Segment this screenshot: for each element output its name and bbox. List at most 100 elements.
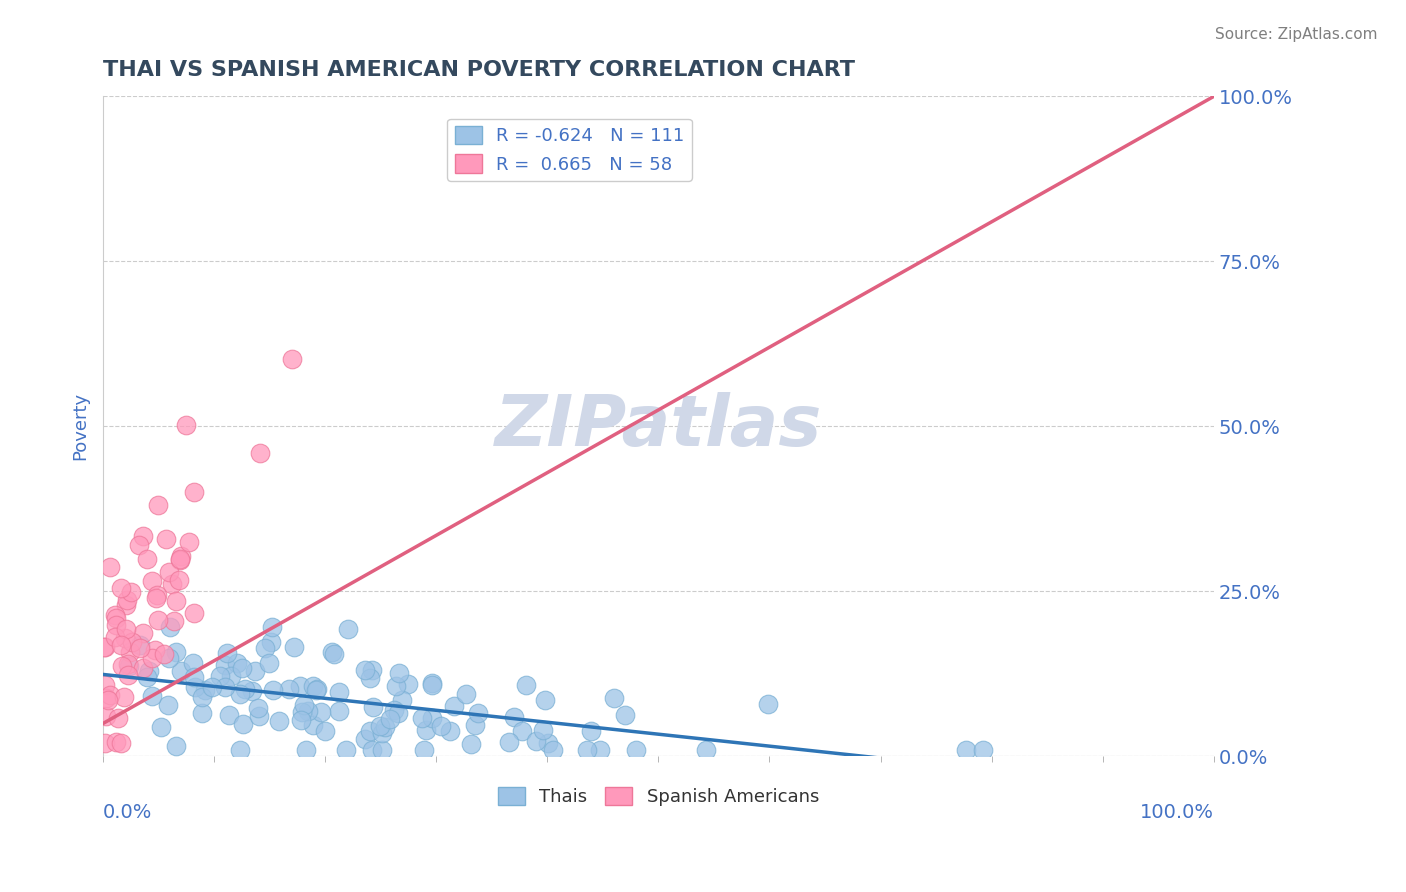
Point — [422, 710, 444, 724]
Point — [537, 736, 560, 750]
Point — [148, 613, 170, 627]
Point — [165, 645, 187, 659]
Point — [231, 660, 253, 674]
Point — [232, 716, 254, 731]
Point — [420, 678, 443, 692]
Point — [214, 680, 236, 694]
Point — [245, 664, 267, 678]
Point — [104, 617, 127, 632]
Point — [165, 739, 187, 753]
Point — [145, 591, 167, 605]
Point — [297, 704, 319, 718]
Point — [467, 706, 489, 720]
Point — [240, 684, 263, 698]
Point — [314, 724, 336, 739]
Point — [374, 720, 396, 734]
Point — [94, 690, 117, 705]
Point — [98, 559, 121, 574]
Point — [579, 723, 602, 738]
Point — [169, 551, 191, 566]
Point — [291, 705, 314, 719]
Point — [115, 593, 138, 607]
Point — [160, 577, 183, 591]
Point — [396, 677, 419, 691]
Point — [359, 724, 381, 739]
Point — [169, 552, 191, 566]
Point — [165, 594, 187, 608]
Point — [155, 532, 177, 546]
Point — [301, 679, 323, 693]
Point — [247, 709, 270, 723]
Point — [97, 693, 120, 707]
Point — [104, 735, 127, 749]
Point — [115, 599, 138, 613]
Point — [191, 690, 214, 704]
Point — [290, 679, 312, 693]
Point — [170, 549, 193, 563]
Point — [128, 538, 150, 552]
Point — [141, 651, 163, 665]
Point — [132, 528, 155, 542]
Point — [533, 723, 555, 738]
Point — [420, 676, 443, 690]
Point — [225, 656, 247, 670]
Point — [163, 614, 186, 628]
Point — [589, 743, 612, 757]
Point — [361, 700, 384, 714]
Point — [98, 689, 121, 703]
Point — [387, 706, 409, 720]
Point — [309, 705, 332, 719]
Point — [541, 743, 564, 757]
Point — [93, 736, 115, 750]
Point — [115, 622, 138, 636]
Point — [503, 710, 526, 724]
Point — [378, 713, 401, 727]
Point — [229, 743, 252, 757]
Point — [194, 682, 217, 697]
Point — [305, 681, 328, 696]
Point — [110, 581, 132, 595]
Point — [614, 708, 637, 723]
Point — [129, 641, 152, 656]
Point — [170, 664, 193, 678]
Point — [135, 670, 157, 684]
Point — [359, 671, 381, 685]
Point — [184, 680, 207, 694]
Point — [221, 669, 243, 683]
Point — [157, 565, 180, 579]
Point — [603, 690, 626, 705]
Point — [146, 498, 169, 512]
Point — [360, 663, 382, 677]
Point — [290, 713, 312, 727]
Point — [321, 645, 343, 659]
Point — [107, 711, 129, 725]
Point — [110, 736, 132, 750]
Point — [361, 743, 384, 757]
Point — [353, 731, 375, 746]
Point — [201, 680, 224, 694]
Point — [104, 611, 127, 625]
Point — [382, 703, 405, 717]
Point — [118, 659, 141, 673]
Point — [120, 584, 142, 599]
Point — [141, 574, 163, 588]
Point — [413, 743, 436, 757]
Point — [262, 682, 284, 697]
Point — [153, 647, 176, 661]
Point — [218, 708, 240, 723]
Point — [93, 678, 115, 692]
Point — [94, 709, 117, 723]
Point — [159, 620, 181, 634]
Point — [454, 687, 477, 701]
Point — [328, 704, 350, 718]
Point — [294, 743, 316, 757]
Point — [336, 622, 359, 636]
Point — [157, 651, 180, 665]
Point — [217, 646, 239, 660]
Point — [249, 446, 271, 460]
Point — [624, 743, 647, 757]
Point — [335, 743, 357, 757]
Text: Source: ZipAtlas.com: Source: ZipAtlas.com — [1215, 27, 1378, 42]
Point — [208, 669, 231, 683]
Point — [756, 698, 779, 712]
